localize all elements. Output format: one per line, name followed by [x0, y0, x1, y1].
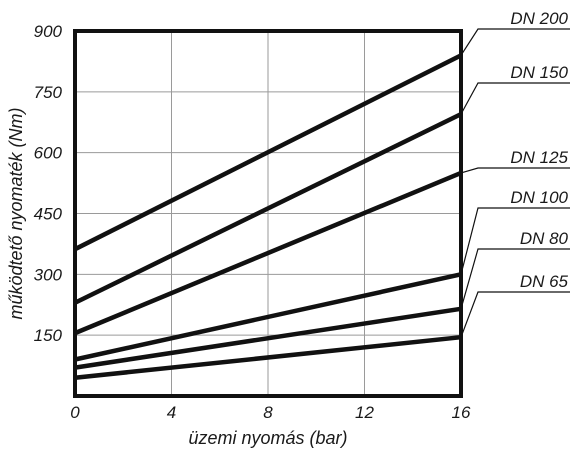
series-line	[74, 334, 462, 380]
series-label: DN 65	[520, 272, 569, 291]
series-label: DN 100	[510, 188, 568, 207]
series-line	[74, 170, 462, 336]
x-tick-label: 12	[355, 403, 374, 422]
tick-labels: 0 4 8 12 16 150 300 450 600 750 900	[34, 22, 471, 422]
y-tick-label: 300	[34, 265, 63, 284]
series-line	[73, 53, 463, 252]
plot-frame	[73, 29, 463, 398]
series-labels: DN 200 DN 150 DN 125 DN 100 DN 80 DN 65	[510, 9, 568, 291]
leader-line	[460, 167, 570, 174]
y-tick-label: 750	[34, 83, 63, 102]
y-tick-label: 600	[34, 144, 63, 163]
series-lines	[73, 53, 463, 380]
y-tick-label: 900	[34, 22, 63, 41]
series-label: DN 80	[520, 229, 569, 248]
leader-line	[460, 207, 570, 275]
x-tick-label: 4	[167, 403, 176, 422]
series-label: DN 125	[510, 148, 568, 167]
y-tick-label: 450	[34, 205, 63, 224]
leader-line	[460, 291, 570, 338]
series-line	[74, 112, 462, 305]
series-label: DN 150	[510, 63, 568, 82]
y-axis-title: működtető nyomaték (Nm)	[6, 107, 26, 319]
series-line	[74, 306, 462, 370]
x-tick-label: 16	[452, 403, 471, 422]
label-leaders	[460, 28, 570, 338]
series-label: DN 200	[510, 9, 568, 28]
y-tick-label: 150	[34, 326, 63, 345]
x-tick-label: 8	[263, 403, 273, 422]
series-line	[74, 272, 462, 362]
leader-line	[460, 82, 570, 115]
x-axis-title: üzemi nyomás (bar)	[188, 428, 347, 448]
x-tick-label: 0	[70, 403, 80, 422]
leader-line	[460, 28, 570, 56]
leader-line	[460, 248, 570, 309]
